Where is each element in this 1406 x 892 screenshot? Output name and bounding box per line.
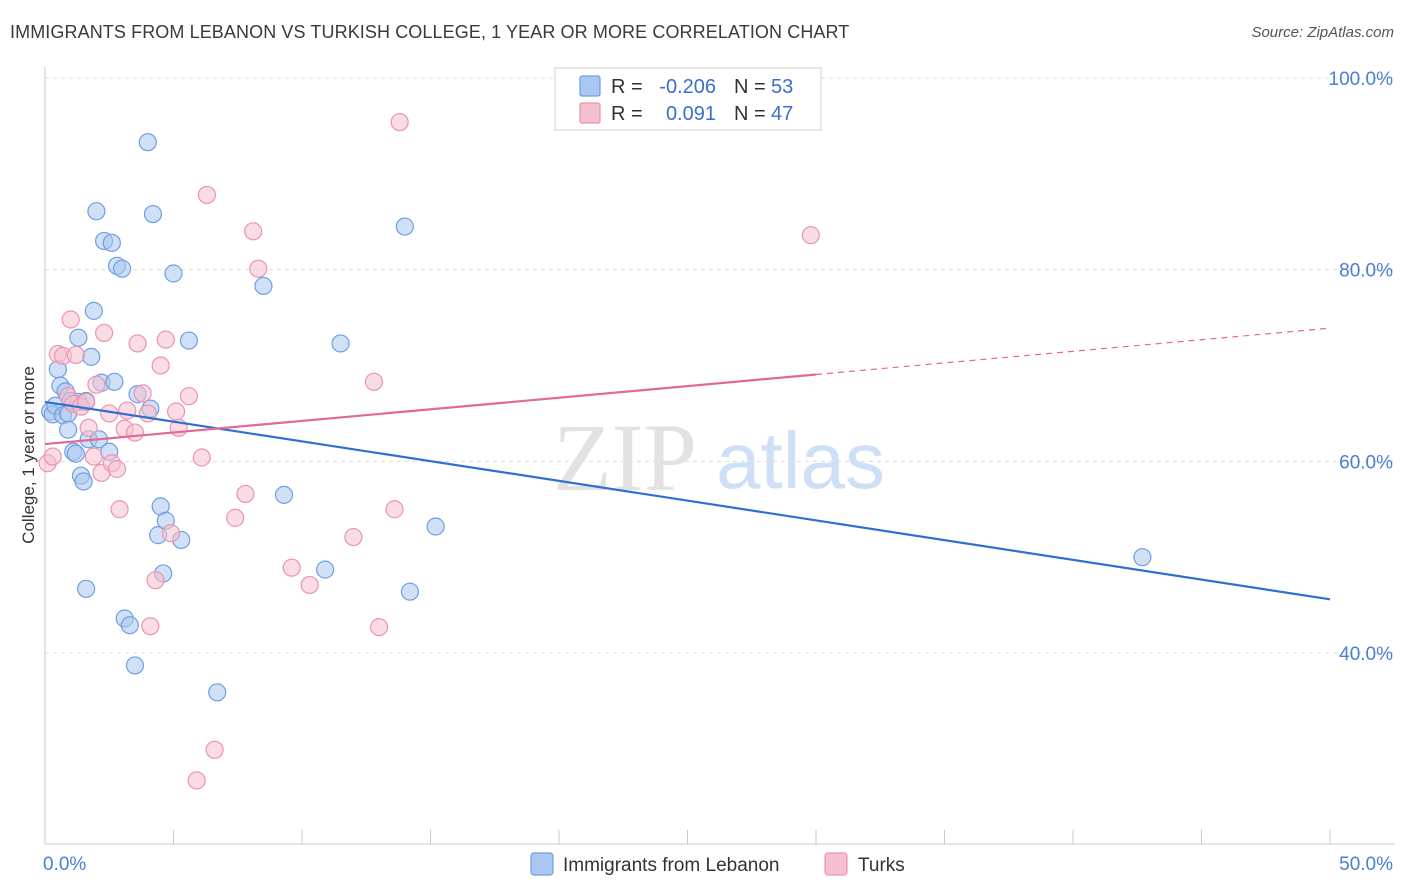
lebanon-point xyxy=(138,133,157,152)
y-tick-label-100: 100.0% xyxy=(1329,69,1394,90)
lebanon-point xyxy=(331,334,350,353)
turks-point xyxy=(236,484,255,504)
turks-trend-line-extension xyxy=(815,327,1331,376)
turks-point xyxy=(87,375,106,394)
turks-point xyxy=(179,387,199,406)
legend-swatch-lebanon xyxy=(579,75,601,97)
lebanon-point xyxy=(74,472,93,491)
chart-source: Source: ZipAtlas.com xyxy=(1251,24,1394,41)
watermark-atlas: atlas xyxy=(716,416,885,505)
legend-n-value-lebanon: 53 xyxy=(771,76,793,98)
turks-point xyxy=(370,618,389,637)
y-tick-label-80: 80.0% xyxy=(1339,261,1393,282)
turks-point xyxy=(79,418,98,437)
correlation-legend: R = -0.206 N = 53 R = 0.091 N = 47 xyxy=(554,67,822,131)
turks-point xyxy=(205,740,224,759)
bottom-legend-label-lebanon: Immigrants from Lebanon xyxy=(563,855,780,876)
turks-point xyxy=(61,310,80,329)
turks-point xyxy=(151,356,170,375)
turks-point xyxy=(244,222,263,241)
points-layer xyxy=(38,112,1152,790)
legend-r-label-lebanon: R = xyxy=(611,76,643,98)
trend-layer xyxy=(44,327,1331,601)
legend-n-value-turks: 47 xyxy=(771,103,793,125)
legend-swatch-turks xyxy=(579,102,601,124)
turks-point xyxy=(364,372,384,391)
turks-point xyxy=(77,392,96,412)
lebanon-point xyxy=(77,579,96,598)
legend-n-label-lebanon: N = xyxy=(734,76,766,98)
x-tick-label-min: 0.0% xyxy=(43,854,86,875)
chart-title: IMMIGRANTS FROM LEBANON VS TURKISH COLLE… xyxy=(10,22,850,42)
turks-point xyxy=(197,185,217,205)
turks-point xyxy=(43,447,62,466)
legend-r-value-lebanon: -0.206 xyxy=(659,76,716,98)
turks-point xyxy=(249,259,268,278)
lebanon-point xyxy=(316,560,335,579)
watermark-zip: ZIP xyxy=(553,404,697,511)
turks-point xyxy=(344,527,363,547)
legend-r-value-turks: 0.091 xyxy=(666,103,716,125)
x-tick-label-max: 50.0% xyxy=(1339,854,1393,875)
turks-point xyxy=(146,571,165,590)
turks-trend-line xyxy=(44,373,817,446)
watermark: ZIP atlas xyxy=(553,404,885,511)
legend-r-label-turks: R = xyxy=(611,103,643,125)
grid-layer xyxy=(45,77,1395,654)
lebanon-point xyxy=(400,582,420,601)
lebanon-point xyxy=(102,233,121,252)
turks-point xyxy=(66,345,85,365)
lebanon-trend-line xyxy=(44,400,1331,601)
lebanon-point xyxy=(143,204,163,224)
lebanon-point xyxy=(1133,548,1152,567)
lebanon-point xyxy=(120,616,139,635)
lebanon-point xyxy=(254,276,273,296)
bottom-legend-label-turks: Turks xyxy=(858,855,905,876)
lebanon-point xyxy=(179,331,199,350)
lebanon-point xyxy=(69,328,88,347)
lebanon-point xyxy=(105,372,124,391)
turks-point xyxy=(801,226,820,245)
turks-point xyxy=(128,334,147,353)
lebanon-point xyxy=(395,217,414,236)
turks-point xyxy=(390,112,409,132)
lebanon-point xyxy=(112,259,132,278)
turks-point xyxy=(133,384,152,403)
turks-point xyxy=(161,524,181,543)
y-axis-title: College, 1 year or more xyxy=(19,366,38,544)
bottom-legend-swatch-lebanon xyxy=(530,852,554,876)
lebanon-point xyxy=(426,517,445,536)
lebanon-point xyxy=(208,683,227,702)
legend-n-label-turks: N = xyxy=(734,103,766,125)
turks-point xyxy=(226,508,245,527)
turks-point xyxy=(192,448,211,467)
series-legend: Immigrants from Lebanon Turks xyxy=(530,852,905,876)
turks-point xyxy=(141,617,160,636)
turks-point xyxy=(110,500,129,519)
turks-point xyxy=(84,447,103,466)
lebanon-point xyxy=(66,444,85,463)
turks-point xyxy=(282,558,301,577)
lebanon-point xyxy=(164,264,183,283)
lebanon-point xyxy=(125,656,145,675)
turks-point xyxy=(187,771,206,790)
turks-point xyxy=(125,423,145,442)
lebanon-point xyxy=(82,347,101,366)
axis-layer: 40.0% 60.0% 80.0% 100.0% 0.0% 50.0% xyxy=(43,67,1395,875)
lebanon-point xyxy=(274,485,294,504)
lebanon-point xyxy=(59,420,78,439)
turks-point xyxy=(95,323,114,343)
y-tick-label-60: 60.0% xyxy=(1339,452,1393,473)
lebanon-point xyxy=(87,202,106,221)
turks-point xyxy=(385,500,404,519)
bottom-legend-swatch-turks xyxy=(824,852,848,876)
turks-point xyxy=(300,575,319,595)
turks-point xyxy=(107,459,127,479)
turks-point xyxy=(166,402,186,421)
turks-point xyxy=(156,330,175,349)
y-tick-label-40: 40.0% xyxy=(1339,644,1393,665)
lebanon-point xyxy=(84,301,103,320)
